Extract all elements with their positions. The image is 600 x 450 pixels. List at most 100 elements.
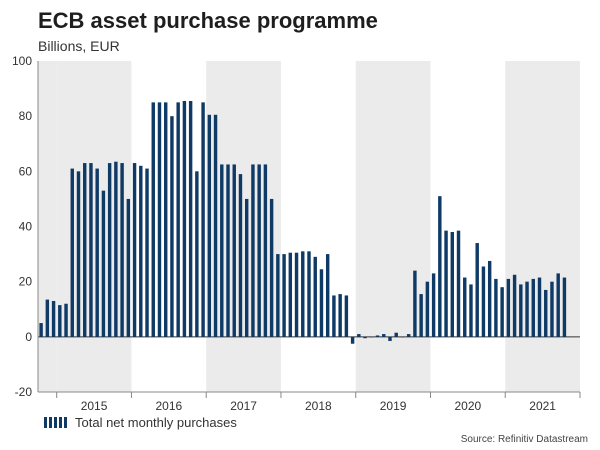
- y-tick-label: -20: [15, 385, 33, 399]
- bar: [58, 305, 62, 337]
- x-axis: 2015 2016 2017 2018 2019 2020 2021: [38, 391, 581, 413]
- bar: [319, 269, 324, 337]
- bar: [438, 196, 442, 337]
- bar: [251, 164, 255, 337]
- bar: [394, 332, 398, 337]
- bar: [107, 163, 112, 337]
- bar: [481, 266, 486, 337]
- source-note: Source: Refinitiv Datastream: [460, 434, 588, 445]
- bar: [512, 274, 517, 337]
- x-tick-label: 2018: [305, 399, 332, 413]
- bar: [263, 164, 268, 337]
- bar: [494, 278, 498, 337]
- bar: [413, 270, 417, 337]
- bar: [487, 260, 492, 337]
- bar: [95, 168, 99, 337]
- shade-band-2021: [505, 61, 580, 392]
- year-shading: [38, 61, 580, 392]
- bar: [213, 114, 218, 337]
- bar: [537, 277, 542, 337]
- bar: [475, 243, 479, 337]
- bar: [325, 254, 330, 337]
- x-tick-label: 2019: [380, 399, 407, 413]
- bar: [170, 116, 174, 337]
- bar: [500, 287, 504, 337]
- bar: [220, 164, 224, 337]
- bar: [519, 284, 523, 337]
- bar: [431, 273, 436, 337]
- bar: [176, 102, 180, 337]
- chart-subtitle: Billions, EUR: [38, 38, 120, 54]
- bar: [344, 295, 349, 337]
- bar: [132, 163, 137, 337]
- shade-band-2014: [38, 61, 57, 392]
- bar: [182, 100, 187, 337]
- bar: [382, 334, 386, 337]
- x-tick-label: 2021: [529, 399, 556, 413]
- bar: [357, 334, 361, 337]
- bar: [338, 294, 342, 337]
- bar: [400, 336, 405, 338]
- bar: [126, 198, 131, 337]
- bar: [301, 251, 305, 337]
- legend-bar-icon: [44, 417, 67, 428]
- bar: [139, 165, 143, 337]
- bar: [406, 334, 411, 337]
- bar: [114, 161, 118, 337]
- bar: [70, 168, 74, 337]
- bar: [375, 335, 380, 337]
- bar: [562, 277, 567, 337]
- bar: [307, 251, 311, 337]
- bar: [444, 230, 448, 337]
- bar: [188, 100, 193, 337]
- y-tick-label: 0: [25, 330, 32, 344]
- bar: [469, 284, 473, 337]
- bar: [64, 303, 68, 337]
- bar: [195, 171, 199, 337]
- x-tick-label: 2015: [81, 399, 108, 413]
- y-tick-label: 100: [12, 54, 32, 68]
- bar: [550, 281, 554, 337]
- bar: [294, 252, 299, 337]
- x-tick-label: 2017: [230, 399, 257, 413]
- bar: [506, 278, 511, 337]
- bar: [76, 171, 81, 337]
- bar: [244, 198, 249, 337]
- bar: [269, 198, 274, 337]
- bar: [207, 114, 212, 337]
- bar: [419, 294, 423, 337]
- shade-band-2017: [206, 61, 281, 392]
- bar: [282, 254, 286, 337]
- bar: [363, 336, 367, 339]
- bar: [226, 164, 230, 337]
- chart-title: ECB asset purchase programme: [38, 8, 378, 33]
- bar: [201, 102, 205, 337]
- x-tick-label: 2020: [455, 399, 482, 413]
- bar: [450, 232, 455, 337]
- bar: [51, 300, 56, 337]
- bar: [288, 252, 293, 337]
- y-tick-label: 80: [19, 109, 33, 123]
- bar: [45, 299, 50, 337]
- shade-band-2019: [355, 61, 431, 392]
- bar: [425, 281, 430, 337]
- bar: [556, 273, 560, 337]
- chart-legend: Total net monthly purchases: [44, 415, 237, 430]
- y-tick-label: 20: [19, 275, 33, 289]
- y-tick-label: 40: [19, 220, 33, 234]
- legend-label: Total net monthly purchases: [75, 415, 237, 430]
- bar: [151, 102, 155, 337]
- x-tick-label: 2016: [155, 399, 182, 413]
- bar: [350, 336, 355, 344]
- bar: [332, 295, 336, 337]
- bar: [531, 278, 535, 337]
- bar: [83, 163, 87, 337]
- bar: [463, 277, 467, 337]
- shade-band-2015: [56, 61, 132, 392]
- bar: [238, 174, 243, 337]
- bar: [39, 323, 43, 337]
- bar-series: [39, 100, 567, 344]
- bar: [369, 336, 374, 338]
- bar: [89, 163, 93, 337]
